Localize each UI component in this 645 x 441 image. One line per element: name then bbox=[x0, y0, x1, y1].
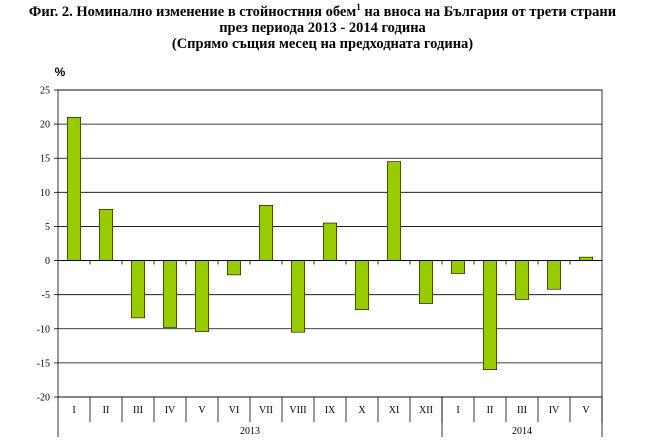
x-tick-label: VII bbox=[259, 405, 273, 416]
x-tick-label: VIII bbox=[289, 405, 306, 416]
y-tick-label: 20 bbox=[40, 120, 50, 131]
y-tick-label: 10 bbox=[40, 188, 50, 199]
x-group-labels: 2013 2014 bbox=[240, 426, 532, 437]
bar bbox=[290, 260, 306, 333]
x-tick-label: IX bbox=[325, 405, 336, 416]
x-group-label: 2013 bbox=[240, 426, 260, 437]
bar bbox=[578, 256, 594, 261]
title-footnote-mark: 1 bbox=[356, 2, 361, 12]
y-tick-label: 5 bbox=[45, 222, 50, 233]
bar bbox=[514, 260, 530, 300]
x-tick-label: III bbox=[517, 405, 527, 416]
axes bbox=[54, 89, 603, 437]
bar bbox=[162, 260, 178, 328]
x-tick-labels: I II III IV V VI VII VIII IX X XI XII I II III IV V bbox=[72, 405, 590, 416]
x-tick-label: IV bbox=[165, 405, 176, 416]
bar bbox=[354, 260, 370, 310]
title-line-1: Фиг. 2. Номинално изменение в стойностни… bbox=[28, 2, 617, 21]
x-tick-label: X bbox=[358, 405, 366, 416]
x-tick-label: V bbox=[198, 405, 206, 416]
x-tick-label: I bbox=[456, 405, 459, 416]
bar bbox=[66, 116, 82, 261]
x-group-label: 2014 bbox=[512, 426, 532, 437]
x-tick-label: XII bbox=[419, 405, 433, 416]
bar bbox=[130, 260, 146, 319]
bar bbox=[386, 161, 402, 261]
y-tick-label: -5 bbox=[42, 290, 50, 301]
x-tick-label: IV bbox=[549, 405, 560, 416]
x-tick-label: III bbox=[133, 405, 143, 416]
bar bbox=[194, 260, 210, 332]
title-line-3: (Спрямо същия месец на предходната годин… bbox=[171, 36, 474, 52]
y-tick-label: 0 bbox=[45, 256, 50, 267]
bar bbox=[482, 260, 498, 371]
x-tick-label: VI bbox=[229, 405, 240, 416]
y-tick-label: 25 bbox=[40, 86, 50, 97]
title-line-2: през периода 2013 - 2014 година bbox=[219, 20, 426, 36]
bar bbox=[322, 222, 338, 261]
bar bbox=[546, 260, 562, 290]
bar bbox=[226, 260, 242, 276]
x-tick-label: XI bbox=[389, 405, 400, 416]
plot-frame bbox=[57, 89, 603, 398]
bars bbox=[66, 116, 594, 371]
chart-title: Фиг. 2. Номинално изменение в стойностни… bbox=[0, 2, 645, 53]
y-tick-label: 15 bbox=[40, 154, 50, 165]
x-tick-label: II bbox=[103, 405, 110, 416]
y-tick-labels: -20 -15 -10 -5 0 5 10 15 20 25 bbox=[37, 86, 50, 404]
x-tick-label: II bbox=[487, 405, 494, 416]
bar bbox=[258, 204, 274, 261]
x-tick-label: I bbox=[72, 405, 75, 416]
y-tick-label: -10 bbox=[37, 324, 50, 335]
bar bbox=[450, 260, 466, 274]
y-tick-label: -15 bbox=[37, 358, 50, 369]
y-tick-label: -20 bbox=[37, 393, 50, 404]
y-unit-label: % bbox=[55, 65, 66, 79]
x-tick-label: V bbox=[582, 405, 590, 416]
bar bbox=[98, 209, 114, 261]
bar bbox=[418, 260, 434, 304]
